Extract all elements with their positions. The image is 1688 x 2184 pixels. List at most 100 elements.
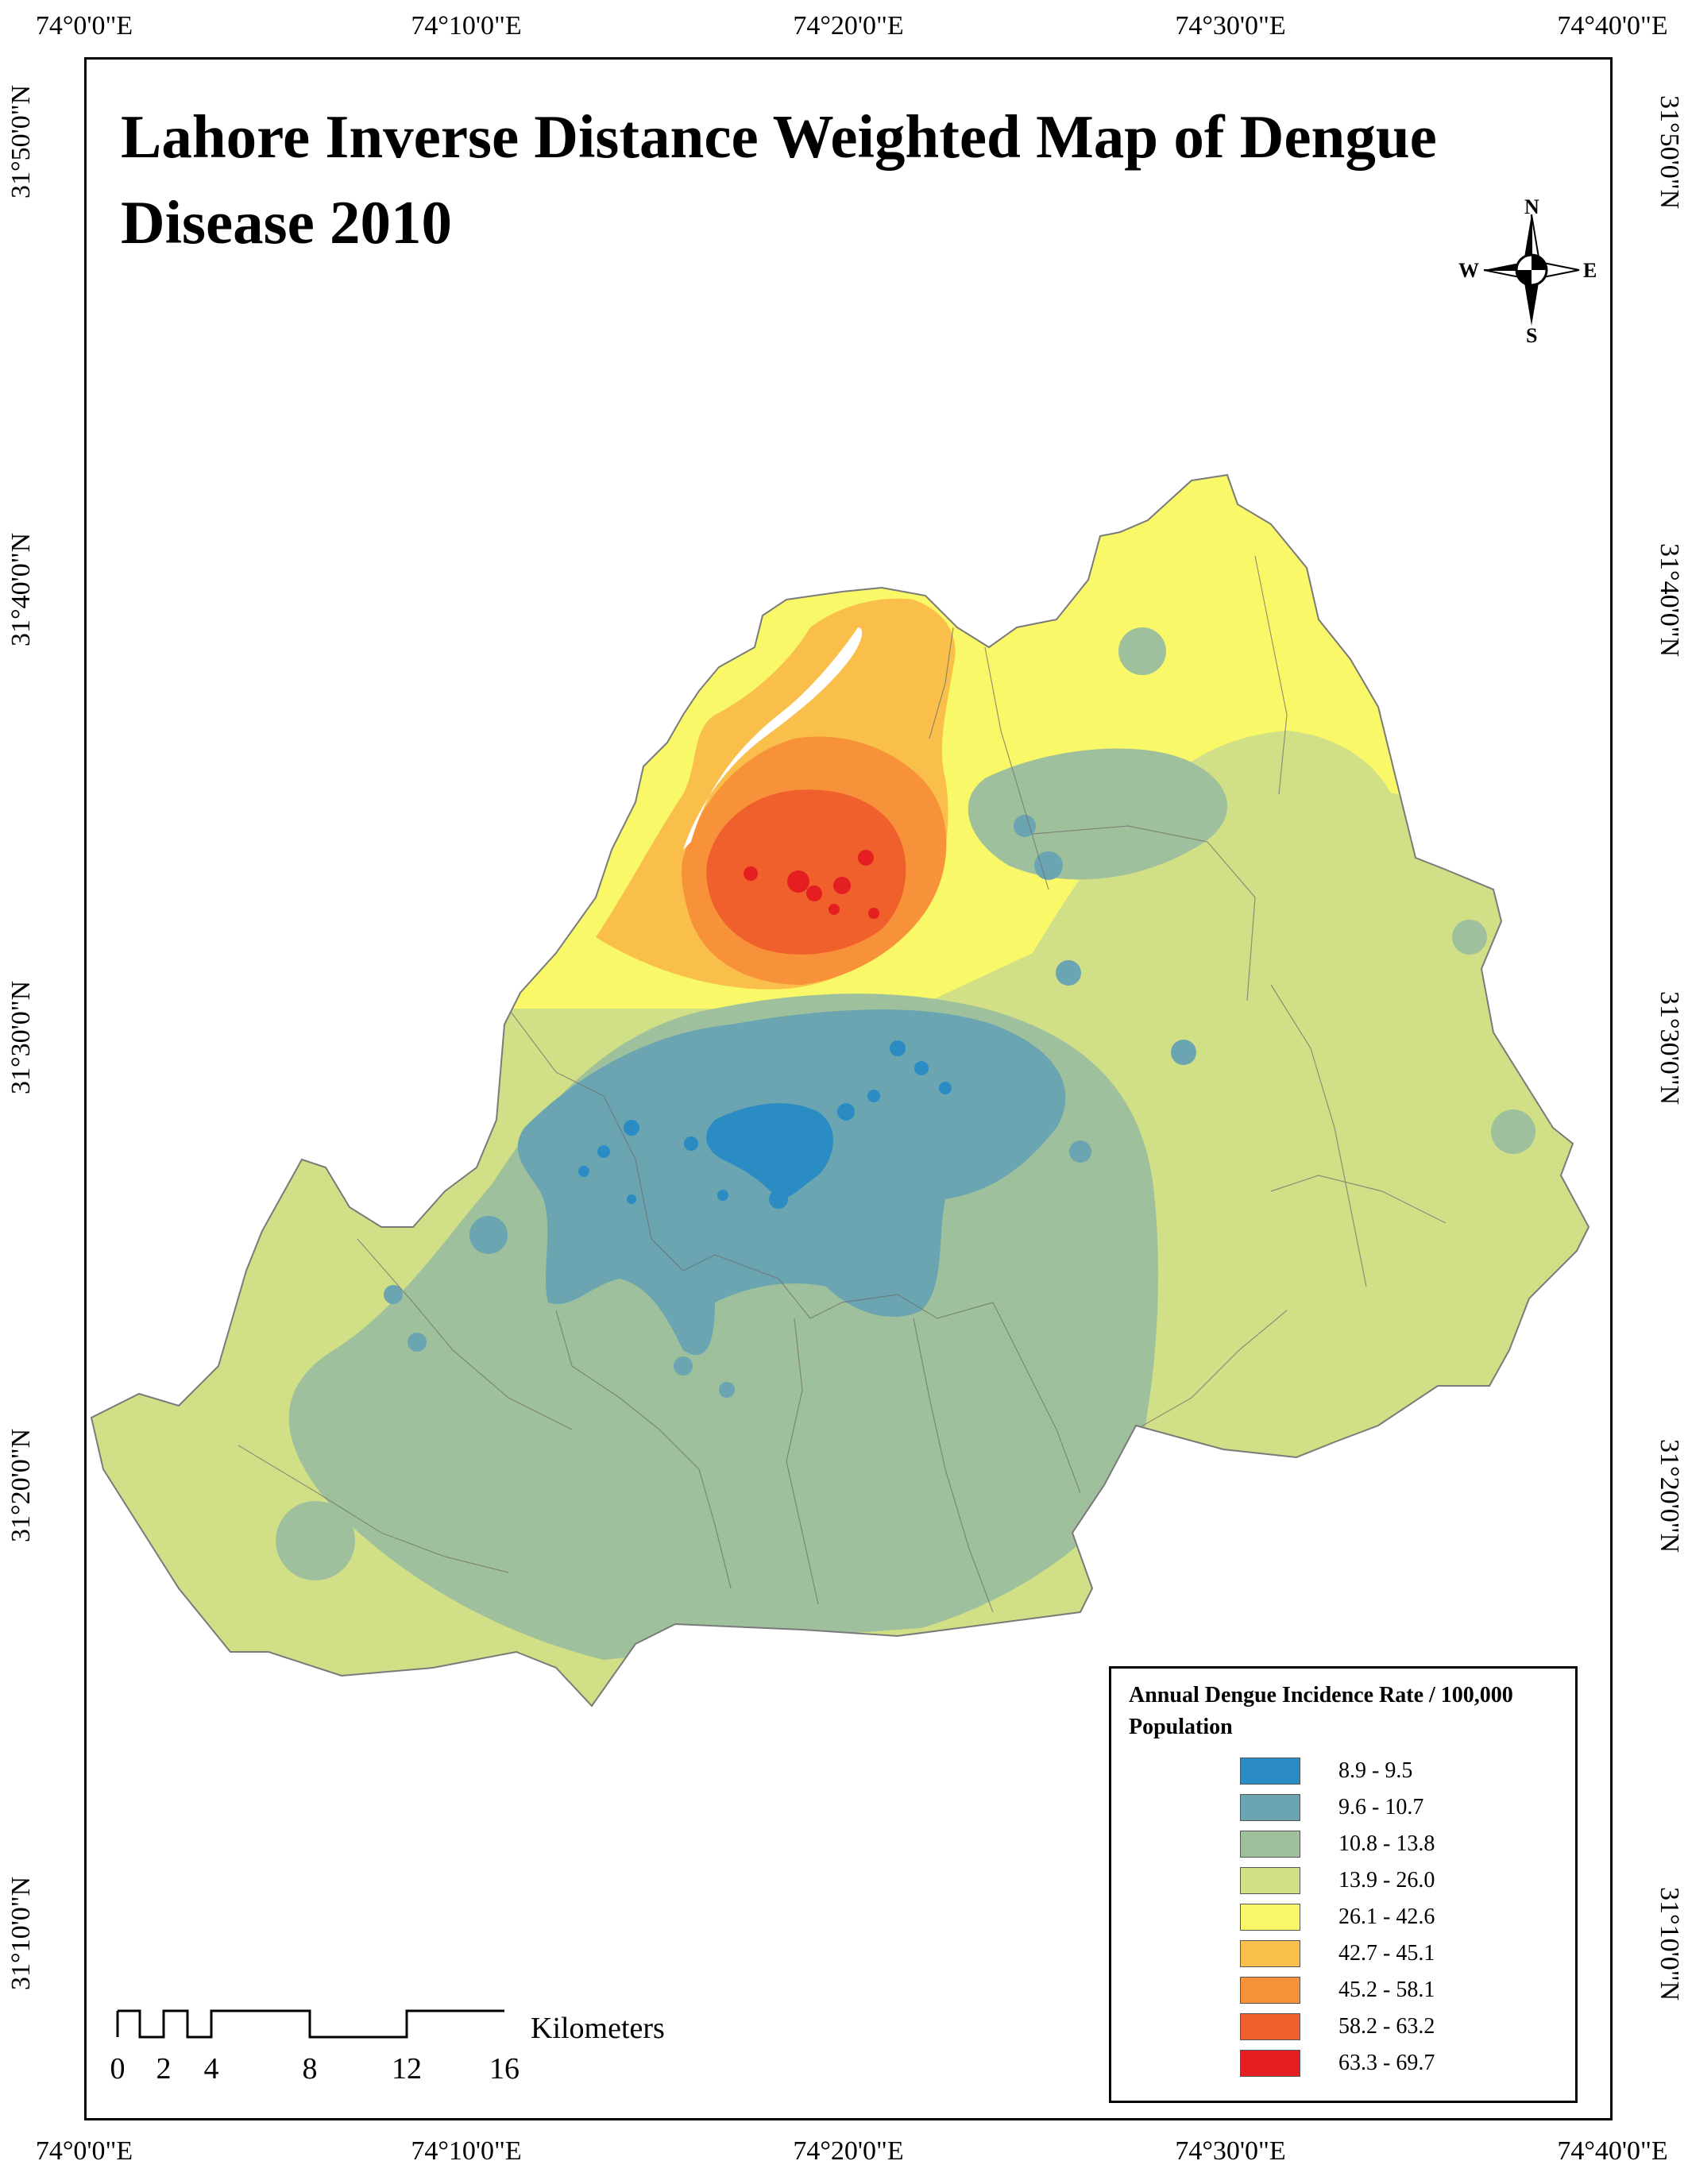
admin-boundary-line xyxy=(929,627,954,739)
map-title: Lahore Inverse Distance Weighted Map of … xyxy=(121,102,1437,257)
class-9-6-10-7-zone xyxy=(408,1333,427,1352)
class-9-6-10-7-zone xyxy=(1069,1140,1091,1163)
class-9-6-10-7-zone xyxy=(1056,960,1081,986)
map-frame xyxy=(84,57,1613,2120)
scale-bar-tick-label: 2 xyxy=(156,2052,172,2086)
legend-swatch xyxy=(1240,1831,1300,1858)
class-63-3-69-7-zone xyxy=(858,850,874,866)
class-63-3-69-7-zone xyxy=(868,908,879,919)
scale-bar-tick-label: 12 xyxy=(392,2052,422,2086)
class-8-9-9-5-zone xyxy=(624,1120,639,1136)
compass-east-label: E xyxy=(1583,259,1597,282)
class-10-8-13-8-zone xyxy=(1118,627,1166,675)
class-8-9-9-5-zone xyxy=(914,1061,929,1075)
compass-north-label: N xyxy=(1524,195,1539,218)
class-13-9-26-0-zone xyxy=(1033,731,1398,993)
admin-boundary-line xyxy=(1254,555,1288,795)
admin-boundary-line xyxy=(357,1238,573,1430)
class-8-9-9-5-zone xyxy=(939,1082,952,1094)
admin-boundary-line xyxy=(1270,1175,1447,1224)
class-63-3-69-7-zone xyxy=(744,866,758,881)
river-gap xyxy=(683,627,863,850)
longitude-label: 74°30'0"E xyxy=(1175,2136,1286,2166)
admin-boundary-line xyxy=(913,1318,994,1613)
legend: Annual Dengue Incidence Rate / 100,000 P… xyxy=(1109,1666,1578,2103)
legend-swatch xyxy=(1240,1977,1300,2004)
legend-label: 42.7 - 45.1 xyxy=(1338,1941,1435,1966)
class-9-6-10-7-zone xyxy=(469,1216,508,1254)
scale-bar-segments xyxy=(118,2009,504,2039)
longitude-label: 74°20'0"E xyxy=(793,11,904,41)
longitude-label: 74°0'0"E xyxy=(35,11,133,41)
class-8-9-9-5-zone xyxy=(578,1166,589,1177)
admin-boundaries xyxy=(238,555,1447,1613)
compass-west-label: W xyxy=(1458,259,1479,282)
admin-boundary-line xyxy=(1032,825,1256,1001)
legend-swatch xyxy=(1240,1867,1300,1894)
class-63-3-69-7-zone xyxy=(833,877,851,894)
longitude-label: 74°10'0"E xyxy=(411,2136,522,2166)
class-63-3-69-7-zone xyxy=(829,904,840,915)
class-8-9-9-5-zone xyxy=(597,1145,610,1158)
legend-label: 8.9 - 9.5 xyxy=(1338,1758,1413,1783)
class-58-2-63-2-zone xyxy=(706,789,906,955)
class-10-8-13-8-zone xyxy=(1452,920,1487,955)
class-63-3-69-7-zone xyxy=(787,870,809,893)
legend-swatch xyxy=(1240,1758,1300,1785)
legend-swatch xyxy=(1240,2050,1300,2077)
legend-swatch xyxy=(1240,1904,1300,1931)
scale-bar-tick-label: 16 xyxy=(489,2052,520,2086)
class-9-6-10-7-zone xyxy=(719,1382,735,1398)
class-10-8-13-8-zone xyxy=(276,1501,355,1580)
class-9-6-10-7-zone xyxy=(674,1356,693,1376)
class-8-9-9-5-zone xyxy=(706,1103,833,1198)
class-9-6-10-7-zone xyxy=(1034,851,1063,880)
longitude-label: 74°0'0"E xyxy=(35,2136,133,2166)
class-10-8-13-8-zone xyxy=(1491,1109,1535,1154)
legend-label: 63.3 - 69.7 xyxy=(1338,2051,1435,2075)
admin-boundary-line xyxy=(238,1445,509,1573)
class-8-9-9-5-zone xyxy=(867,1090,880,1102)
class-9-6-10-7-zone xyxy=(1014,815,1036,837)
class-63-3-69-7-zone xyxy=(806,886,822,901)
compass-south-label: S xyxy=(1526,324,1538,347)
class-8-9-9-5-zone xyxy=(837,1103,855,1121)
class-8-9-9-5-zone xyxy=(890,1040,906,1056)
class-8-9-9-5-zone xyxy=(627,1194,636,1204)
scale-bar-tick-label: 0 xyxy=(110,2052,126,2086)
longitude-label: 74°40'0"E xyxy=(1557,11,1668,41)
class-9-6-10-7-zone xyxy=(384,1285,403,1304)
legend-label: 9.6 - 10.7 xyxy=(1338,1795,1424,1819)
admin-boundary-line xyxy=(508,1008,994,1319)
legend-label: 13.9 - 26.0 xyxy=(1338,1868,1435,1893)
scale-bar-tick-label: 4 xyxy=(203,2052,219,2086)
class-8-9-9-5-zone xyxy=(717,1190,728,1201)
legend-label: 58.2 - 63.2 xyxy=(1338,2014,1435,2039)
admin-boundary-line xyxy=(1270,984,1367,1287)
legend-label: 10.8 - 13.8 xyxy=(1338,1831,1435,1856)
class-10-8-13-8-zone xyxy=(968,748,1227,880)
legend-swatch xyxy=(1240,1794,1300,1821)
longitude-label: 74°20'0"E xyxy=(793,2136,904,2166)
legend-label: 26.1 - 42.6 xyxy=(1338,1904,1435,1929)
admin-boundary-line xyxy=(555,1310,732,1589)
admin-boundary-line xyxy=(984,646,1049,890)
longitude-label: 74°30'0"E xyxy=(1175,11,1286,41)
class-9-6-10-7-zone xyxy=(1171,1040,1196,1065)
class-8-9-9-5-zone xyxy=(684,1136,698,1151)
longitude-label: 74°10'0"E xyxy=(411,11,522,41)
admin-boundary-line xyxy=(786,1318,819,1605)
admin-boundary-line xyxy=(992,1302,1081,1494)
legend-swatch xyxy=(1240,1940,1300,1967)
legend-label: 45.2 - 58.1 xyxy=(1338,1978,1435,2002)
longitude-label: 74°40'0"E xyxy=(1557,2136,1668,2166)
north-arrow-icon xyxy=(1483,214,1580,326)
scale-bar-unit: Kilometers xyxy=(531,2012,665,2045)
scale-bar xyxy=(116,2009,504,2039)
class-8-9-9-5-zone xyxy=(769,1190,788,1209)
legend-swatch xyxy=(1240,2013,1300,2040)
scale-bar-tick-label: 8 xyxy=(302,2052,318,2086)
admin-boundary-line xyxy=(1135,1310,1288,1430)
legend-title: Annual Dengue Incidence Rate / 100,000 P… xyxy=(1129,1683,1513,1739)
